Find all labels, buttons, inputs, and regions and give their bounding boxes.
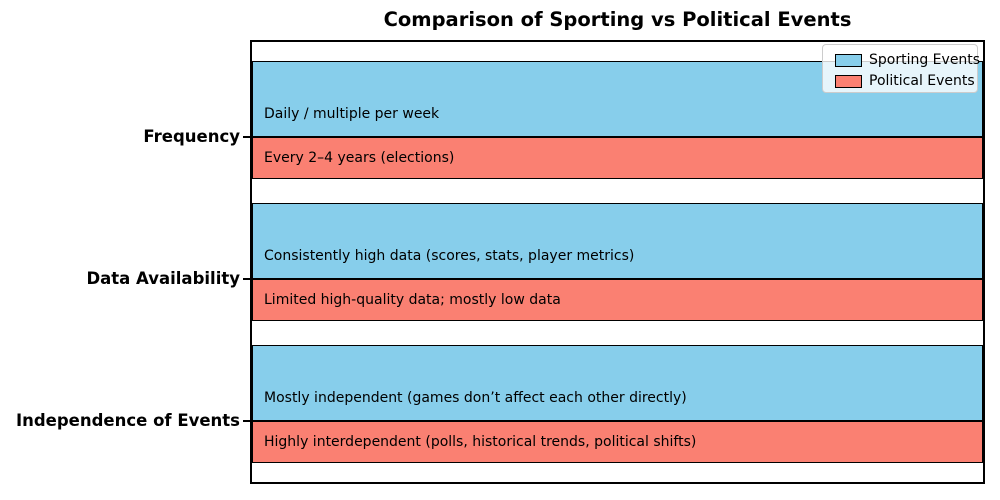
category-label-independence: Independence of Events	[15, 411, 240, 430]
legend: Sporting Events Political Events	[822, 44, 980, 93]
bar-sporting-data-availability: Consistently high data (scores, stats, p…	[252, 203, 983, 279]
category-label-data-availability: Data Availability	[86, 269, 240, 288]
bar-annotation: Limited high-quality data; mostly low da…	[264, 292, 561, 308]
legend-swatch-political-icon	[835, 74, 862, 88]
legend-swatch-sporting-icon	[835, 53, 862, 67]
bar-annotation: Mostly independent (games don’t affect e…	[264, 390, 687, 406]
legend-entry-sporting: Sporting Events	[835, 51, 980, 69]
bar-political-frequency: Every 2–4 years (elections)	[252, 137, 983, 179]
category-label-frequency: Frequency	[143, 127, 240, 146]
y-tick-data-availability	[243, 278, 251, 280]
plot-area: Daily / multiple per week Every 2–4 year…	[250, 40, 985, 484]
bar-political-data-availability: Limited high-quality data; mostly low da…	[252, 279, 983, 321]
legend-label-political: Political Events	[869, 73, 975, 89]
bar-annotation: Highly interdependent (polls, historical…	[264, 434, 697, 450]
legend-entry-political: Political Events	[835, 72, 975, 90]
y-tick-independence	[243, 420, 251, 422]
y-tick-frequency	[243, 136, 251, 138]
bar-annotation: Daily / multiple per week	[264, 106, 440, 122]
bar-political-independence: Highly interdependent (polls, historical…	[252, 421, 983, 463]
bar-sporting-independence: Mostly independent (games don’t affect e…	[252, 345, 983, 421]
legend-label-sporting: Sporting Events	[869, 52, 981, 68]
chart-title: Comparison of Sporting vs Political Even…	[383, 8, 852, 31]
bar-annotation: Every 2–4 years (elections)	[264, 150, 455, 166]
bar-annotation: Consistently high data (scores, stats, p…	[264, 248, 635, 264]
